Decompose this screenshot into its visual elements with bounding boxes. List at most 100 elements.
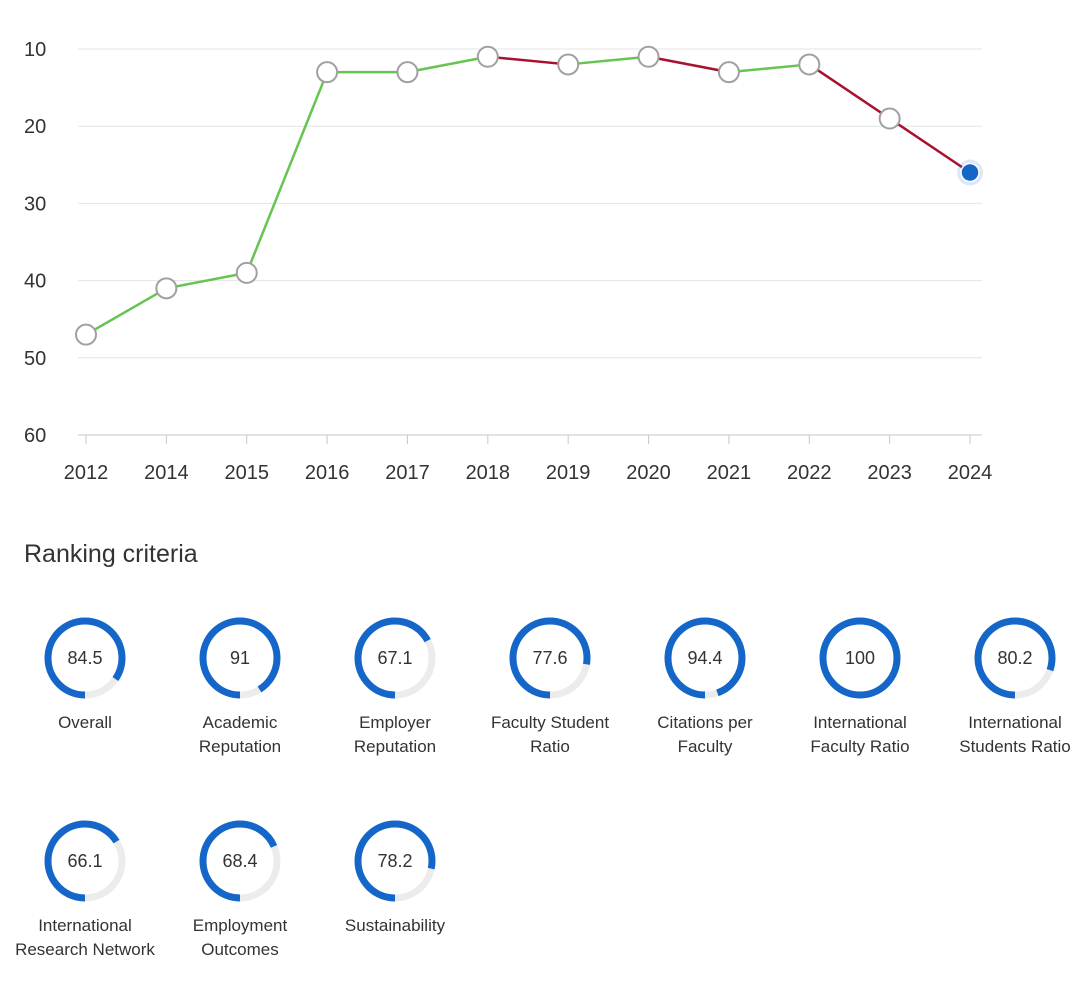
criterion-score-ring: 91 [199, 617, 281, 699]
ranking-criteria-title: Ranking criteria [24, 540, 198, 568]
ring-score-arc [44, 820, 126, 902]
criterion-label: International Research Network [15, 916, 155, 959]
criterion-score-ring: 67.1 [354, 617, 436, 699]
ring-track [199, 617, 281, 699]
rank-history-chart: 10 20 30 40 50 60 2012 2014 2015 2016 2017 2018 201… [24, 39, 993, 484]
rank-point[interactable] [557, 53, 580, 76]
x-tick-label: 2019 [546, 462, 591, 484]
criterion-score-value: 77.6 [532, 648, 567, 668]
y-tick-label: 50 [24, 348, 46, 370]
criterion-score-value: 84.5 [67, 648, 102, 668]
criterion-score-value: 91 [230, 648, 250, 668]
ring-track [819, 617, 901, 699]
ring-score-arc [199, 617, 281, 699]
ring-track [199, 820, 281, 902]
ring-score-arc [819, 617, 901, 699]
x-tick-label: 2012 [64, 462, 109, 484]
ring-track [509, 617, 591, 699]
criterion-item: 66.1 International Research Network [10, 820, 160, 962]
ring-score-arc [664, 617, 746, 699]
criterion-label: Academic Reputation [198, 713, 282, 756]
criterion-score-ring: 94.4 [664, 617, 746, 699]
x-tick-label: 2022 [787, 462, 832, 484]
rank-line-segment [165, 271, 248, 290]
rank-point[interactable] [878, 107, 901, 130]
criterion-label: Citations per Faculty [657, 713, 753, 756]
criterion-label: Sustainability [344, 916, 446, 935]
criterion-score-ring: 78.2 [354, 820, 436, 902]
ring-score-arc [509, 617, 591, 699]
y-tick-label: 40 [24, 271, 46, 293]
criterion-score-ring: 100 [819, 617, 901, 699]
ring-score-arc [354, 617, 436, 699]
rank-data-points [75, 45, 983, 346]
rank-line-segment [245, 70, 329, 275]
criterion-score-value: 66.1 [67, 851, 102, 871]
criterion-score-value: 67.1 [377, 648, 412, 668]
rank-point[interactable] [798, 53, 821, 76]
y-axis-tick-labels: 10 20 30 40 50 60 [24, 39, 46, 447]
rank-line-segment [406, 55, 490, 74]
ring-score-arc [199, 820, 281, 902]
y-tick-label: 60 [24, 425, 46, 447]
rank-point-selected[interactable] [960, 162, 980, 183]
criterion-score-ring: 66.1 [44, 820, 126, 902]
criterion-item: 80.2 International Students Ratio [940, 617, 1080, 759]
criterion-score-value: 78.2 [377, 851, 412, 871]
y-tick-label: 20 [24, 116, 46, 138]
criterion-item: 67.1 Employer Reputation [320, 617, 470, 759]
criterion-label: Employment Outcomes [192, 916, 288, 959]
ring-track [354, 617, 436, 699]
criterion-score-ring: 84.5 [44, 617, 126, 699]
rank-point[interactable] [75, 323, 97, 346]
criterion-item: 68.4 Employment Outcomes [165, 820, 315, 962]
ring-track [664, 617, 746, 699]
rank-line-segment [808, 63, 891, 120]
rank-line-segment [486, 55, 570, 66]
rank-point[interactable] [476, 45, 499, 68]
x-tick-label: 2017 [385, 462, 430, 484]
rank-point[interactable] [396, 61, 419, 84]
criterion-item: 100 International Faculty Ratio [785, 617, 935, 759]
criterion-score-ring: 68.4 [199, 820, 281, 902]
y-tick-label: 10 [24, 39, 46, 61]
rank-point[interactable] [316, 61, 339, 84]
rank-line-segment [888, 117, 972, 174]
criterion-score-value: 100 [845, 648, 875, 668]
rank-line-segment [566, 55, 650, 66]
criterion-item: 78.2 Sustainability [320, 820, 470, 938]
rank-line-segment [84, 287, 168, 336]
ring-score-arc [974, 617, 1056, 699]
criterion-item: 91 Academic Reputation [165, 617, 315, 759]
ring-score-arc [44, 617, 126, 699]
x-tick-label: 2015 [224, 462, 269, 484]
rank-point[interactable] [155, 277, 178, 300]
ring-track [354, 820, 436, 902]
ring-track [974, 617, 1056, 699]
x-tick-label: 2020 [626, 462, 671, 484]
criterion-score-ring: 77.6 [509, 617, 591, 699]
x-tick-label: 2021 [707, 462, 752, 484]
x-tick-label: 2024 [948, 462, 993, 484]
x-tick-label: 2023 [867, 462, 912, 484]
criterion-label: Employer Reputation [353, 713, 437, 756]
rank-point[interactable] [637, 45, 660, 68]
criterion-label: International Faculty Ratio [810, 713, 910, 756]
chart-gridlines [78, 48, 982, 444]
criterion-item: 77.6 Faculty Student Ratio [475, 617, 625, 759]
criterion-item: 94.4 Citations per Faculty [630, 617, 780, 759]
x-tick-label: 2018 [466, 462, 511, 484]
ring-score-arc [354, 820, 436, 902]
rank-line-segments [84, 55, 972, 336]
ring-track [44, 820, 126, 902]
criterion-item: 84.5 Overall [10, 617, 160, 735]
rank-line-segment [727, 63, 811, 74]
rank-point[interactable] [235, 261, 258, 284]
rank-point[interactable] [717, 61, 740, 84]
x-tick-label: 2016 [305, 462, 350, 484]
y-tick-label: 30 [24, 193, 46, 215]
criterion-score-value: 68.4 [222, 851, 257, 871]
criterion-score-value: 80.2 [997, 648, 1032, 668]
criterion-label: Overall [58, 713, 112, 732]
x-tick-label: 2014 [144, 462, 189, 484]
